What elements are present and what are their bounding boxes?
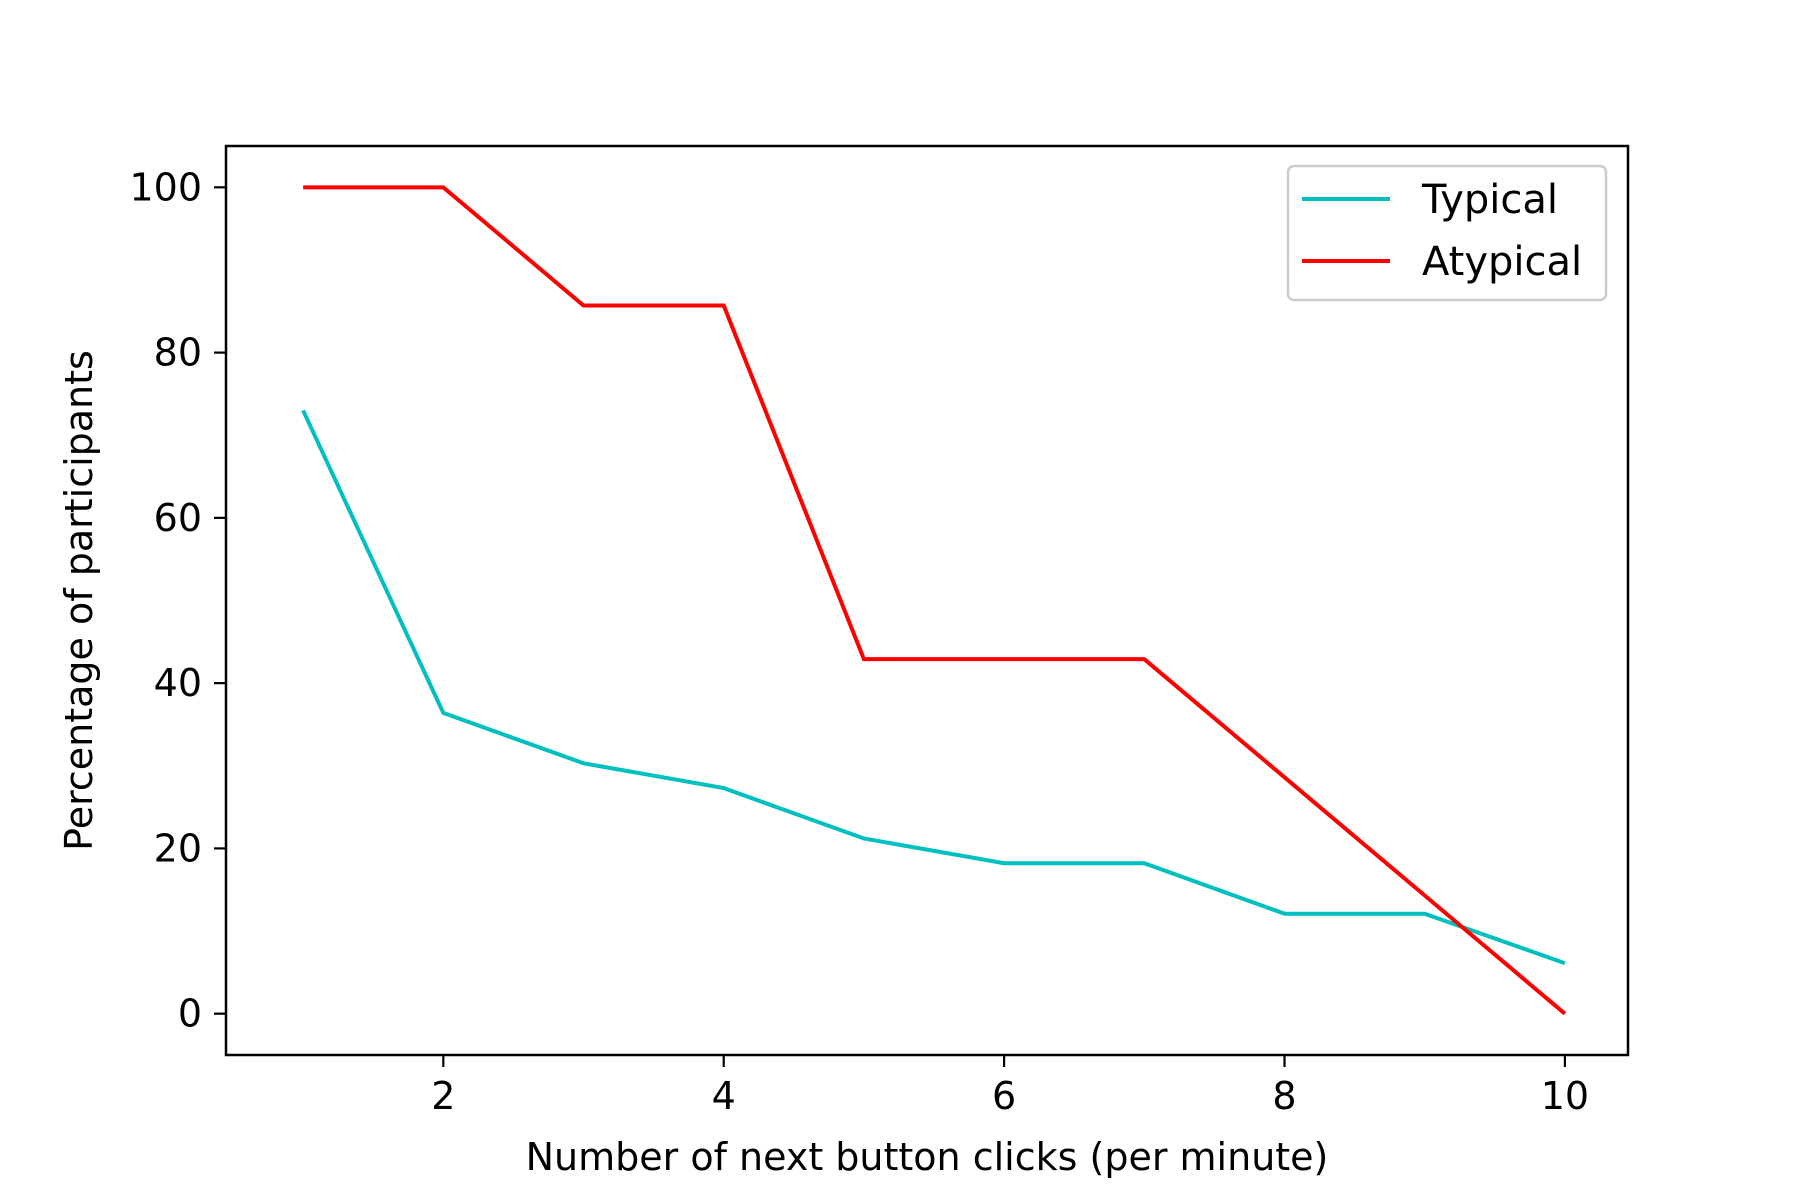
x-tick-label: 10 <box>1541 1074 1589 1118</box>
y-tick-label: 40 <box>154 661 202 705</box>
y-tick-label: 0 <box>178 992 202 1036</box>
x-tick-label: 8 <box>1272 1074 1296 1118</box>
axes-frame <box>224 144 1630 1057</box>
x-tick-label: 4 <box>712 1074 736 1118</box>
y-tick-label: 80 <box>154 331 202 375</box>
legend-label-atypical: Atypical <box>1422 239 1582 285</box>
series-line-typical <box>301 409 1566 966</box>
x-tick-label: 6 <box>992 1074 1016 1118</box>
x-axis: 2 4 6 8 10 <box>431 1055 1589 1118</box>
plot-area <box>301 185 1567 1016</box>
x-tick-label: 2 <box>431 1074 455 1118</box>
y-tick-label: 60 <box>154 496 202 540</box>
y-axis: 0 20 40 60 80 100 <box>129 165 226 1036</box>
x-axis-title: Number of next button clicks (per minute… <box>526 1135 1329 1179</box>
y-tick-label: 20 <box>154 826 202 870</box>
y-axis-title: Percentage of participants <box>57 350 101 851</box>
y-tick-label: 100 <box>129 165 202 209</box>
legend-label-typical: Typical <box>1421 177 1558 223</box>
series-line-atypical <box>303 185 1567 1016</box>
legend: Typical Atypical <box>1286 164 1608 302</box>
